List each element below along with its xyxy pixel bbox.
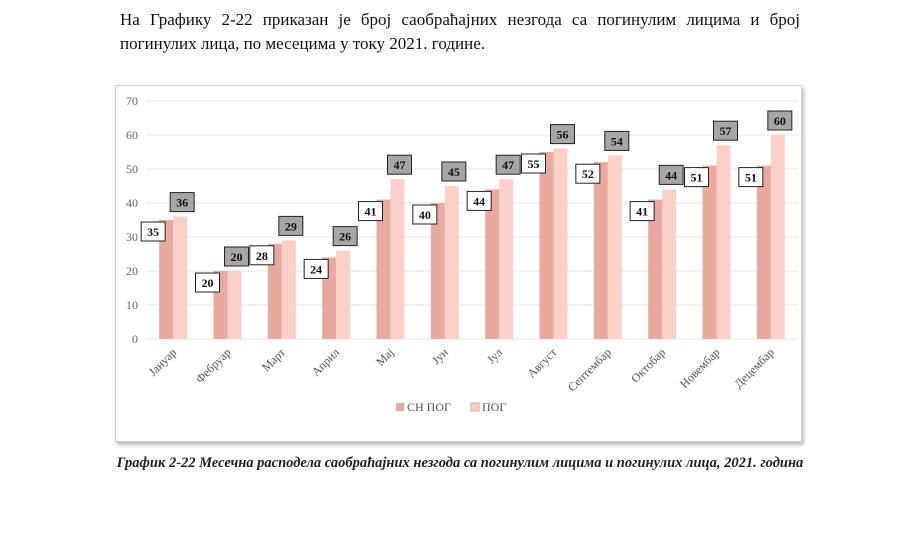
data-label-box: [278, 215, 304, 236]
data-label: 52: [582, 167, 594, 181]
bar-pog: [716, 145, 731, 339]
data-label-box: [224, 246, 249, 267]
data-label-box: [738, 167, 764, 188]
bar-sn-pog: [702, 165, 717, 339]
data-label-box: [550, 124, 575, 145]
x-tick-label: Септембар: [565, 345, 614, 394]
data-label-box: [249, 245, 275, 266]
legend-swatch: [396, 403, 404, 411]
data-label: 47: [502, 158, 514, 172]
data-label: 40: [419, 208, 431, 222]
bar-sn-pog: [485, 189, 500, 339]
bar-pog: [770, 135, 785, 339]
x-tick-label: Јануар: [146, 345, 180, 379]
data-label-box: [713, 120, 738, 141]
data-label-box: [358, 201, 383, 222]
x-tick-label: Август: [524, 345, 560, 381]
data-label-box: [629, 201, 655, 222]
intro-paragraph: На Графику 2-22 приказан је број саобраћ…: [120, 10, 800, 53]
data-label: 41: [365, 205, 377, 219]
data-label-box: [495, 154, 521, 175]
y-tick-label: 50: [126, 162, 138, 176]
y-tick-label: 10: [126, 298, 138, 312]
data-label: 24: [310, 262, 322, 276]
data-label: 45: [448, 165, 460, 179]
bar-pog: [336, 250, 351, 339]
bar-pog: [499, 179, 514, 339]
data-label-box: [658, 164, 684, 185]
bar-chart: 0 10 20 30 40 50 60 70 35 36 Јануар 20 20 Фебруар 28 29…: [126, 94, 798, 414]
chart-caption: График 2-22 Месечна расподела саобраћајн…: [116, 455, 804, 471]
data-label-box: [441, 161, 467, 182]
bar-pog: [444, 186, 459, 339]
data-label: 35: [147, 225, 159, 239]
data-label: 28: [256, 249, 268, 263]
data-label-box: [169, 192, 195, 213]
bar-pog: [553, 148, 568, 339]
y-tick-label: 70: [126, 94, 138, 108]
y-tick-label: 0: [132, 332, 138, 346]
x-tick-label: Октобар: [628, 345, 668, 385]
x-tick-label: Мај: [373, 345, 397, 369]
bar-pog: [607, 155, 622, 339]
bar-sn-pog: [430, 203, 445, 339]
data-label: 56: [557, 128, 569, 142]
data-label: 47: [394, 158, 406, 172]
data-label-box: [466, 190, 492, 211]
data-label-box: [412, 204, 438, 225]
bar-sn-pog: [376, 199, 391, 339]
data-label-box: [387, 154, 412, 175]
bar-sn-pog: [593, 162, 608, 339]
data-label-box: [140, 221, 166, 242]
bar-pog: [227, 271, 242, 339]
x-tick-label: Март: [259, 345, 289, 375]
bar-sn-pog: [756, 165, 771, 339]
x-tick-label: Јун: [429, 345, 451, 367]
bar-pog: [173, 216, 188, 339]
data-label-box: [521, 153, 546, 174]
legend-swatch: [470, 402, 480, 412]
bar-sn-pog: [539, 152, 554, 339]
data-label: 51: [745, 171, 757, 185]
data-label: 60: [774, 114, 786, 128]
data-label-box: [684, 167, 709, 188]
data-label: 51: [691, 171, 703, 185]
chart-frame: 0 10 20 30 40 50 60 70 35 36 Јануар 20 20 Фебруар 28 29…: [115, 85, 802, 442]
legend-label: СН ПОГ: [407, 400, 451, 414]
data-label-box: [604, 130, 630, 151]
x-tick-label: Фебруар: [193, 345, 234, 386]
bar-sn-pog: [648, 199, 663, 339]
data-label: 44: [665, 168, 677, 182]
x-tick-label: Јул: [484, 345, 505, 366]
data-label: 20: [231, 250, 243, 264]
data-label-box: [303, 258, 329, 279]
x-tick-label: Новембар: [677, 345, 723, 391]
bar-pog: [662, 189, 677, 339]
bar-pog: [390, 179, 405, 339]
data-label: 41: [636, 205, 648, 219]
data-label-box: [767, 110, 793, 131]
data-label: 54: [611, 134, 623, 148]
data-label: 26: [339, 230, 351, 244]
bar-sn-pog: [267, 243, 282, 339]
data-label: 20: [202, 276, 214, 290]
y-tick-label: 30: [126, 230, 138, 244]
data-label: 55: [528, 157, 540, 171]
data-label: 44: [473, 194, 485, 208]
legend-label: ПОГ: [482, 400, 506, 414]
data-label: 36: [176, 196, 188, 210]
bar-sn-pog: [159, 220, 174, 339]
y-tick-label: 60: [126, 128, 138, 142]
x-tick-label: Децембар: [731, 345, 777, 391]
data-label: 29: [285, 219, 297, 233]
bar-pog: [281, 240, 296, 339]
data-label: 57: [720, 124, 732, 138]
x-tick-label: Април: [309, 345, 343, 379]
data-label-box: [195, 272, 220, 293]
data-label-box: [575, 163, 601, 184]
y-tick-label: 40: [126, 196, 138, 210]
y-tick-label: 20: [126, 264, 138, 278]
data-label-box: [332, 226, 358, 247]
